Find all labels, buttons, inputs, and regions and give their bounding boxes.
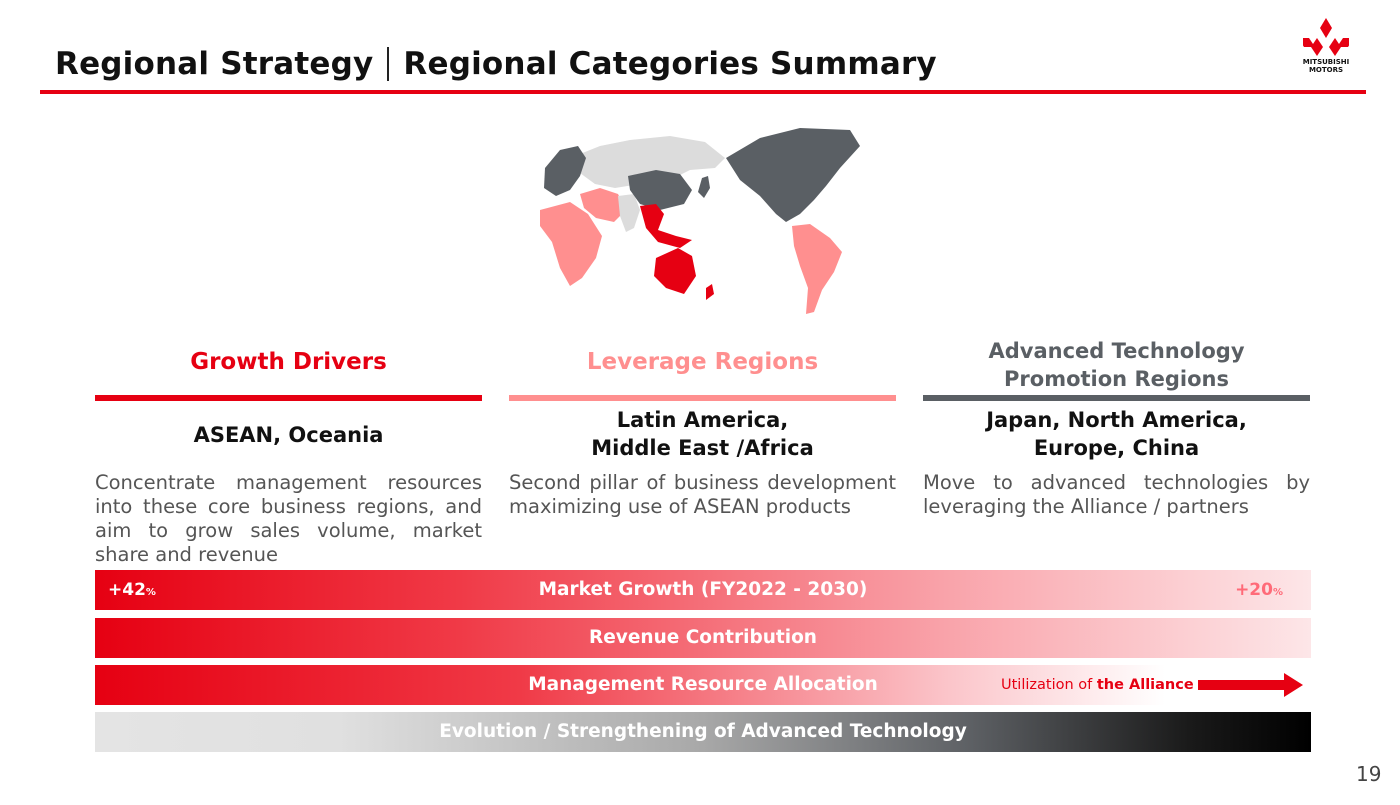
logo-text-motors: MOTORS	[1308, 66, 1344, 74]
map-region-asean	[640, 204, 692, 248]
leverage-regions-rule	[509, 395, 896, 401]
title-summary: Regional Categories Summary	[403, 46, 937, 82]
map-region-new-zealand	[706, 284, 714, 300]
advanced-technology-heading-line2: Promotion Regions	[1004, 367, 1229, 391]
title-separator	[387, 47, 390, 81]
leverage-regions-line1: Latin America,	[616, 408, 789, 432]
management-resource-bar: Management Resource Allocation Utilizati…	[95, 665, 1311, 705]
advanced-technology-description: Move to advanced technologies by leverag…	[923, 471, 1310, 518]
alliance-note: Utilization of the Alliance	[1001, 677, 1194, 693]
market-growth-bar: Market Growth (FY2022 - 2030) +42% +20%	[95, 570, 1311, 610]
growth-drivers-heading: Growth Drivers	[190, 349, 387, 375]
page-title: Regional Strategy Regional Categories Su…	[55, 44, 937, 84]
advanced-technology-heading-line1: Advanced Technology	[988, 339, 1245, 363]
page-number: 19	[1356, 762, 1382, 786]
growth-drivers-description: Concentrate management resources into th…	[95, 471, 482, 566]
map-region-australia	[654, 248, 696, 294]
advanced-technology-regions-line1: Japan, North America,	[986, 408, 1247, 432]
advanced-technology-regions-line2: Europe, China	[1033, 436, 1200, 460]
map-region-india	[618, 194, 640, 232]
leverage-regions-description: Second pillar of business development ma…	[509, 471, 896, 518]
map-region-middle-east	[580, 188, 626, 222]
market-growth-label: Market Growth (FY2022 - 2030)	[538, 579, 868, 600]
advanced-technology-bar: Evolution / Strengthening of Advanced Te…	[95, 712, 1311, 752]
logo-text-mitsubishi: MITSUBISHI	[1302, 58, 1350, 66]
market-growth-left-value: +42%	[108, 580, 156, 600]
management-resource-label: Management Resource Allocation	[528, 674, 878, 695]
map-region-china	[628, 170, 692, 210]
arrow-right-icon	[1198, 673, 1303, 697]
world-map	[540, 128, 860, 314]
map-region-japan	[698, 176, 710, 198]
title-strategy: Regional Strategy	[55, 46, 374, 82]
map-region-europe	[544, 146, 586, 196]
revenue-contribution-label: Revenue Contribution	[589, 627, 817, 648]
leverage-regions-heading: Leverage Regions	[586, 349, 819, 375]
revenue-contribution-bar: Revenue Contribution	[95, 618, 1311, 658]
advanced-technology-rule	[923, 395, 1310, 401]
title-underline	[40, 90, 1366, 94]
market-growth-right-value: +20%	[1235, 580, 1283, 600]
map-region-latin-america	[792, 224, 842, 314]
leverage-regions-line2: Middle East /Africa	[591, 436, 814, 460]
map-region-russia	[575, 136, 725, 188]
growth-drivers-regions: ASEAN, Oceania	[193, 423, 384, 447]
three-diamonds-icon	[1303, 18, 1349, 56]
advanced-technology-label: Evolution / Strengthening of Advanced Te…	[439, 721, 967, 742]
map-region-north-america	[726, 128, 860, 222]
mitsubishi-logo: MITSUBISHI MOTORS	[1286, 14, 1366, 88]
growth-drivers-rule	[95, 395, 482, 401]
map-region-africa	[540, 202, 602, 286]
